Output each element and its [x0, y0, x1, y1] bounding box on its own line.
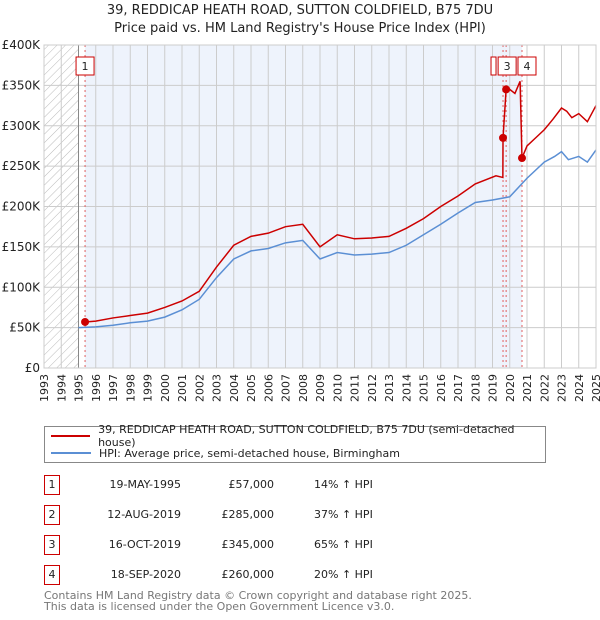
sale-row: 3 16-OCT-2019 £345,000 65% ↑ HPI	[44, 535, 444, 555]
y-tick-label: £100K	[2, 280, 42, 294]
x-tick-label: 1995	[73, 374, 86, 402]
sale-label-box-3	[497, 56, 517, 76]
sale-date: 12-AUG-2019	[107, 508, 181, 521]
sale-number-badge: 2	[44, 505, 60, 525]
x-tick-label: 2019	[487, 374, 500, 402]
plot-border	[43, 44, 597, 369]
y-tick-label: £250K	[2, 159, 42, 173]
x-tick-label: 2024	[573, 374, 586, 402]
y-tick-label: £350K	[2, 78, 42, 92]
sale-number-badge: 3	[44, 535, 60, 555]
sale-price: £345,000	[221, 538, 275, 551]
sale-price: £285,000	[221, 508, 275, 521]
sale-row: 2 12-AUG-2019 £285,000 37% ↑ HPI	[44, 505, 444, 525]
y-tick-label: £200K	[2, 200, 42, 214]
x-tick-label: 2007	[280, 374, 293, 402]
footer-line: This data is licensed under the Open Gov…	[44, 600, 395, 613]
x-tick-label: 1994	[55, 374, 68, 402]
sale-hpi-diff: 14% ↑ HPI	[314, 478, 373, 491]
sale-row: 4 18-SEP-2020 £260,000 20% ↑ HPI	[44, 565, 444, 585]
x-tick-label: 2006	[262, 374, 275, 402]
x-tick-label: 2018	[469, 374, 482, 402]
x-tick-label: 2001	[176, 374, 189, 402]
legend-item-property: 39, REDDICAP HEATH ROAD, SUTTON COLDFIEL…	[51, 423, 545, 449]
y-tick-label: £0	[25, 361, 40, 375]
legend-swatch-red	[51, 435, 91, 437]
x-tick-label: 2017	[452, 374, 465, 402]
x-tick-label: 2020	[504, 374, 517, 402]
sale-date: 16-OCT-2019	[108, 538, 181, 551]
x-tick-label: 2014	[400, 374, 413, 402]
sale-number-badge: 1	[44, 475, 60, 495]
footer: Contains HM Land Registry data © Crown c…	[44, 590, 472, 612]
y-tick-label: £50K	[9, 321, 41, 335]
legend-label: HPI: Average price, semi-detached house,…	[99, 446, 400, 460]
x-tick-label: 1993	[38, 374, 51, 402]
sale-hpi-diff: 20% ↑ HPI	[314, 568, 373, 581]
x-tick-label: 2013	[383, 374, 396, 402]
x-tick-label: 2022	[538, 374, 551, 402]
legend-swatch-blue	[51, 452, 91, 454]
sale-price: £57,000	[228, 478, 275, 491]
x-tick-label: 2010	[331, 374, 344, 402]
sale-price: £260,000	[221, 568, 275, 581]
x-tick-label: 1998	[124, 374, 137, 402]
sale-point-2	[499, 133, 508, 142]
y-tick-label: £150K	[2, 240, 42, 254]
sale-hpi-diff: 65% ↑ HPI	[314, 538, 373, 551]
x-tick-label: 1996	[90, 374, 103, 402]
sale-label-box-2	[490, 56, 497, 76]
x-tick-label: 2011	[349, 374, 362, 402]
sale-label-box-1	[75, 56, 95, 76]
chart-title: 39, REDDICAP HEATH ROAD, SUTTON COLDFIEL…	[106, 3, 494, 18]
x-tick-label: 2003	[211, 374, 224, 402]
x-tick-label: 2016	[435, 374, 448, 402]
sale-point-3	[502, 85, 511, 94]
y-tick-label: £400K	[2, 38, 42, 52]
legend-item-hpi: HPI: Average price, semi-detached house,…	[51, 445, 400, 461]
x-tick-label: 2012	[366, 374, 379, 402]
sale-date: 19-MAY-1995	[109, 478, 181, 491]
x-tick-label: 2021	[521, 374, 534, 402]
property-price-line	[84, 81, 597, 323]
x-tick-label: 2004	[228, 374, 241, 402]
footer-line: Contains HM Land Registry data © Crown c…	[44, 589, 472, 602]
legend-label: 39, REDDICAP HEATH ROAD, SUTTON COLDFIEL…	[98, 423, 515, 449]
x-tick-label: 2000	[159, 374, 172, 402]
sale-date: 18-SEP-2020	[110, 568, 181, 581]
sale-point-1	[81, 317, 90, 326]
sale-point-4	[517, 154, 526, 163]
x-tick-label: 2025	[590, 374, 600, 402]
x-tick-label: 2023	[556, 374, 569, 402]
sale-label-text: 3	[504, 60, 511, 73]
x-tick-label: 2008	[297, 374, 310, 402]
x-tick-label: 2009	[314, 374, 327, 402]
x-tick-label: 2015	[418, 374, 431, 402]
sale-row: 1 19-MAY-1995 £57,000 14% ↑ HPI	[44, 475, 444, 495]
sale-hpi-diff: 37% ↑ HPI	[314, 508, 373, 521]
chart-subtitle: Price paid vs. HM Land Registry's House …	[114, 21, 486, 36]
price-chart: 1993 1994 1995 1996 1997 1998 1999 2000 2001 2002…	[2, 38, 600, 402]
sale-label-box-4	[517, 56, 537, 76]
sale-number-badge: 4	[44, 565, 60, 585]
y-tick-label: £300K	[2, 119, 42, 133]
hpi-line	[78, 149, 597, 329]
legend: 39, REDDICAP HEATH ROAD, SUTTON COLDFIEL…	[44, 423, 546, 463]
x-tick-label: 1997	[107, 374, 120, 402]
x-tick-label: 1999	[142, 374, 155, 402]
sale-label-text: 1	[82, 60, 89, 73]
x-tick-label: 2002	[193, 374, 206, 402]
sale-label-text: 4	[523, 60, 530, 73]
x-tick-label: 2005	[245, 374, 258, 402]
